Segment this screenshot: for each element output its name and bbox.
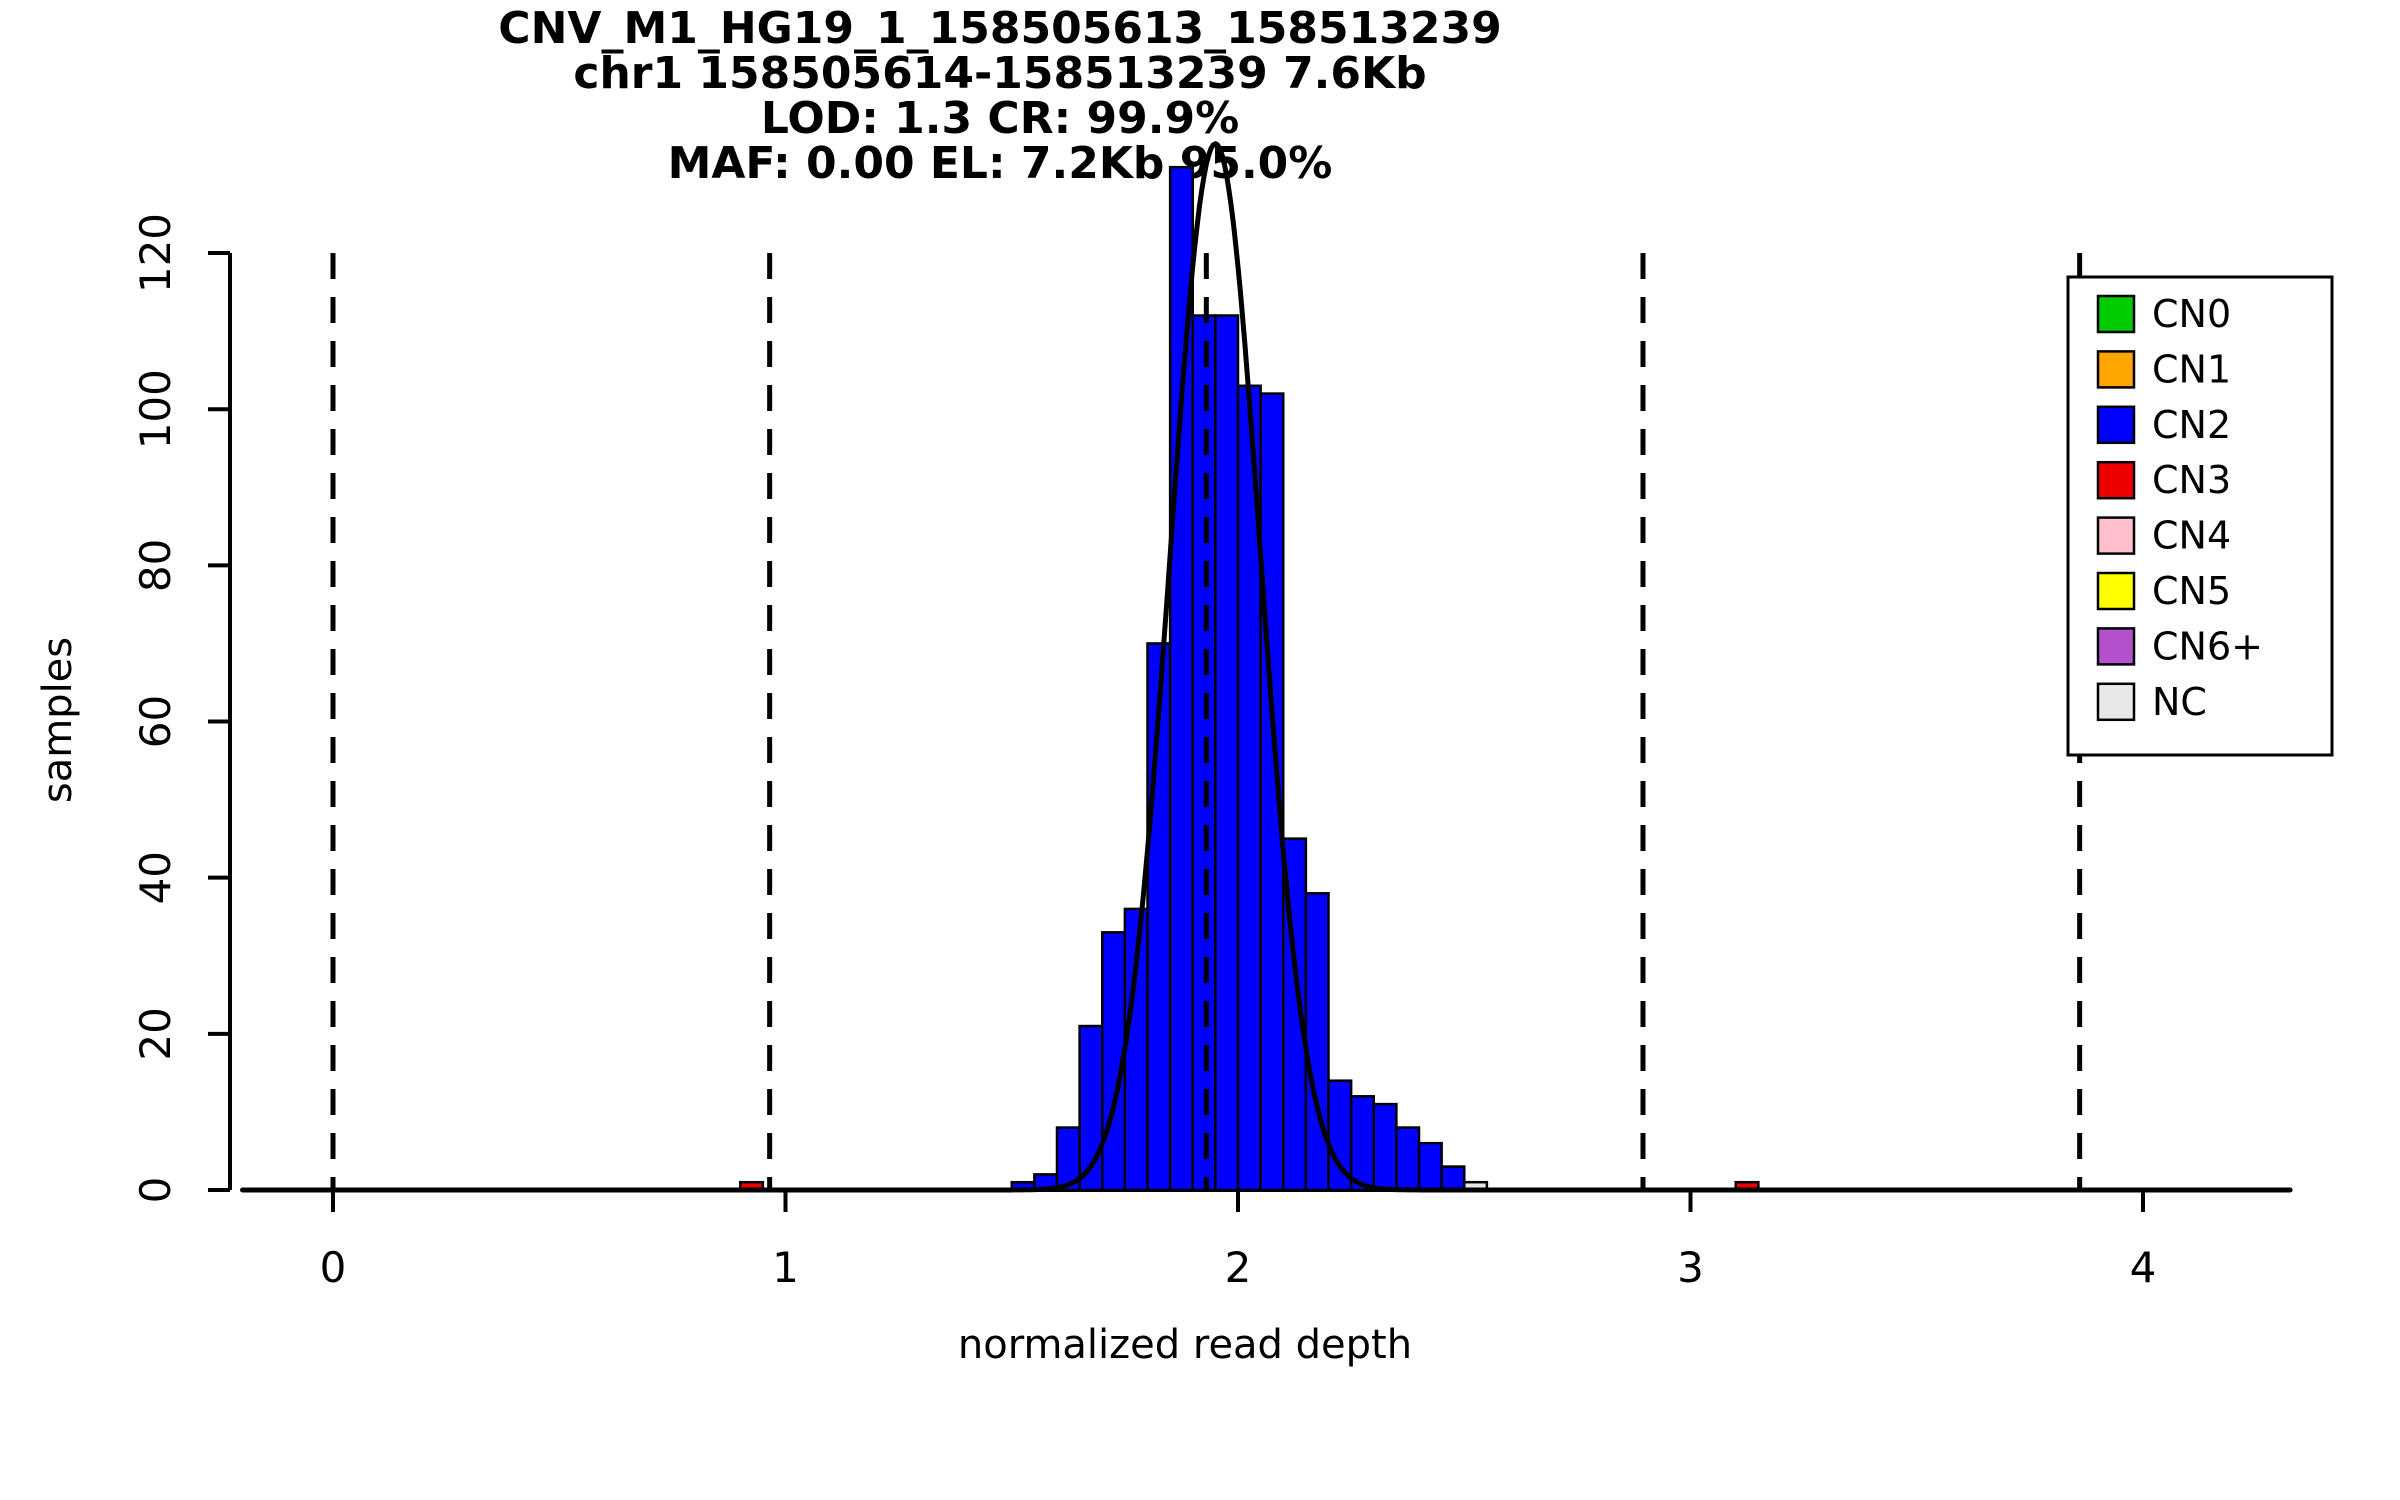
legend-swatch-cn0 — [2096, 294, 2136, 334]
x-axis-label: normalized read depth — [957, 1322, 1413, 1368]
y-tick-label: 40 — [131, 851, 180, 904]
legend-label-cn1: CN1 — [2152, 347, 2231, 391]
histogram-bar-cn2 — [1214, 314, 1240, 1192]
legend-swatch-cn4 — [2096, 516, 2136, 555]
x-tick-label: 0 — [320, 1243, 347, 1292]
x-tick-label: 2 — [1225, 1243, 1252, 1292]
histogram-bar-cn2 — [1372, 1102, 1398, 1192]
legend-swatch-cn6+ — [2096, 627, 2136, 666]
legend-label-cn0: CN0 — [2152, 292, 2231, 336]
histogram-bar-cn2 — [1349, 1095, 1375, 1192]
histogram-bar-cn2 — [1395, 1126, 1421, 1192]
x-tick-label: 3 — [1677, 1243, 1704, 1292]
chart-title-line-3: LOD: 1.3 CR: 99.9% — [760, 93, 1240, 144]
legend-label-cn4: CN4 — [2152, 514, 2231, 558]
legend-label-cn2: CN2 — [2152, 403, 2231, 447]
x-tick-label: 4 — [2130, 1243, 2157, 1292]
histogram-bar-cn2 — [1304, 892, 1330, 1192]
legend-swatch-cn2 — [2096, 405, 2136, 445]
histogram-bar-cn2 — [1259, 392, 1285, 1192]
chart-title-line-2: chr1 158505614-158513239 7.6Kb — [573, 48, 1427, 99]
y-tick-label: 120 — [131, 213, 180, 293]
legend-swatch-cn5 — [2096, 571, 2136, 611]
legend-label-cn5: CN5 — [2152, 569, 2231, 613]
legend-label-cn6+: CN6+ — [2152, 624, 2263, 668]
y-tick-label: 20 — [131, 1007, 180, 1060]
y-tick-label: 0 — [131, 1177, 180, 1204]
y-tick-label: 60 — [131, 695, 180, 748]
y-tick-label: 80 — [131, 539, 180, 592]
histogram-bar-cn2 — [1417, 1141, 1443, 1192]
y-tick-label: 100 — [131, 369, 180, 449]
legend-swatch-cn3 — [2096, 460, 2136, 500]
legend-swatch-cn1 — [2096, 350, 2136, 389]
histogram-bar-cn2 — [1440, 1165, 1466, 1192]
legend-swatch-nc — [2096, 682, 2136, 722]
legend-label-cn3: CN3 — [2152, 458, 2231, 502]
x-tick-label: 1 — [772, 1243, 799, 1292]
density-fit-curve — [240, 141, 2293, 1193]
chart-title-line-1: CNV_M1_HG19_1_158505613_158513239 — [498, 3, 1502, 54]
legend-label-nc: NC — [2152, 680, 2207, 724]
